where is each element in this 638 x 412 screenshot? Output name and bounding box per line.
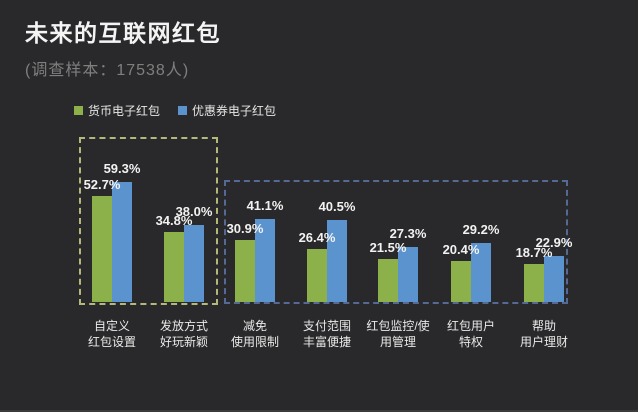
bar-green-5 [451,261,471,302]
bar-blue-1 [184,225,204,302]
category-label-4: 红包监控/使 用管理 [366,319,430,349]
category-label-6: 帮助 用户理财 [519,319,568,349]
bottom-edge-line [0,410,638,412]
category-label-1: 发放方式 好玩新颖 [159,319,208,349]
bar-blue-4 [398,247,418,302]
value-label-blue-2: 41.1% [246,198,284,213]
value-label-blue-3: 40.5% [318,199,356,214]
value-label-green-1: 34.8% [155,213,193,228]
value-label-blue-4: 27.3% [389,226,427,241]
value-label-green-3: 26.4% [298,230,336,245]
bar-green-4 [378,259,398,302]
bar-green-1 [164,232,184,302]
category-label-5: 红包用户 特权 [446,319,495,349]
value-label-green-4: 21.5% [369,240,407,255]
bar-blue-3 [327,220,347,302]
value-label-blue-6: 22.9% [535,235,573,250]
legend-swatch-blue [178,106,188,115]
category-label-3: 支付范围 丰富便捷 [302,319,351,349]
bar-blue-2 [255,219,275,302]
bar-blue-0 [112,182,132,302]
highlight-box-monetary [79,137,218,305]
value-label-blue-0: 59.3% [103,161,141,176]
legend-label-monetary: 货币电子红包 [88,104,161,118]
bar-green-3 [307,249,327,302]
legend-item-monetary: 货币电子红包 [74,102,160,119]
bar-blue-5 [471,243,491,302]
value-label-green-0: 52.7% [83,177,121,192]
bar-green-6 [524,264,544,302]
category-label-0: 自定义 红包设置 [87,319,136,349]
legend-item-coupon: 优惠券电子红包 [178,102,276,119]
value-label-green-2: 30.9% [226,221,264,236]
value-label-green-6: 18.7% [515,245,553,260]
page-title: 未来的互联网红包 [25,20,221,46]
bar-blue-6 [544,256,564,302]
bar-green-0 [92,196,112,302]
survey-sample-note: (调查样本：17538人) [25,62,190,79]
highlight-box-coupon [224,180,568,304]
legend-swatch-green [74,106,83,115]
value-label-blue-5: 29.2% [462,222,500,237]
category-label-2: 减免 使用限制 [230,319,279,349]
chart-legend: 货币电子红包 优惠券电子红包 [74,102,276,119]
value-label-blue-1: 38.0% [175,204,213,219]
legend-label-coupon: 优惠券电子红包 [192,104,277,118]
bar-green-2 [235,240,255,302]
value-label-green-5: 20.4% [442,242,480,257]
